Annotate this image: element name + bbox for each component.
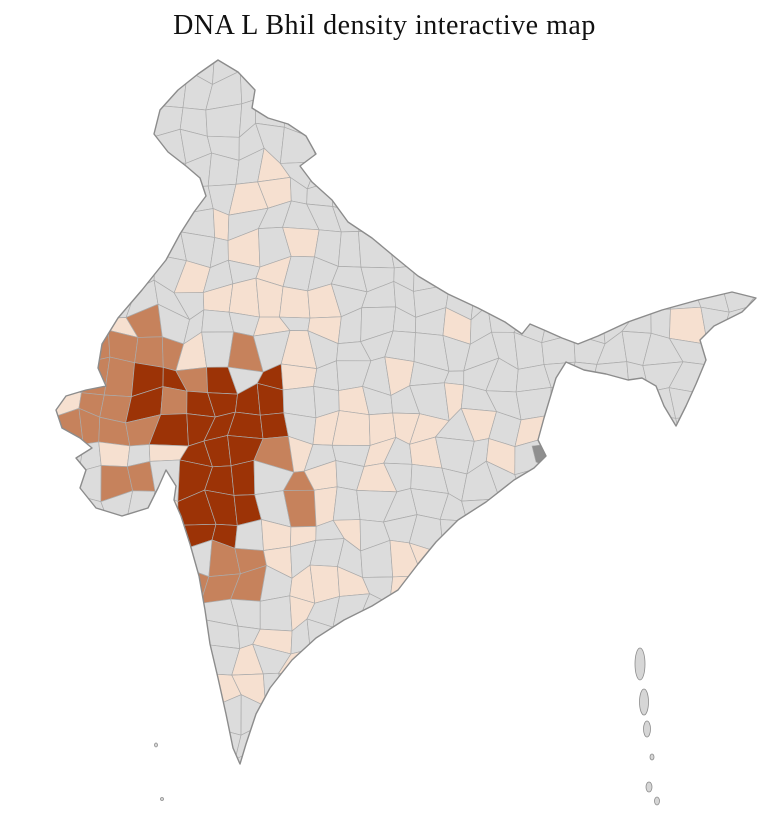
district-cell[interactable] [331,410,371,446]
island[interactable] [649,753,655,761]
district-cell[interactable] [45,407,84,445]
district-cell[interactable] [262,672,284,707]
district-cell[interactable] [306,159,340,190]
district-cell[interactable] [259,595,293,632]
district-cell[interactable] [487,305,529,333]
district-cell[interactable] [566,361,598,394]
district-cell[interactable] [239,70,259,105]
district-cell[interactable] [745,287,769,313]
district-cell[interactable] [279,126,319,164]
island[interactable] [639,688,649,716]
district-cell[interactable] [573,304,606,345]
island[interactable] [654,796,660,806]
district-cell[interactable] [212,694,242,736]
district-cell[interactable] [549,386,573,416]
district-cell[interactable] [228,277,260,318]
district-cell[interactable] [645,288,671,310]
district-cell[interactable] [332,486,361,521]
island[interactable] [643,720,651,738]
island[interactable] [634,647,646,681]
district-cell[interactable] [439,519,475,555]
district-cell[interactable] [279,286,311,319]
district-cell[interactable] [151,70,188,109]
island[interactable] [160,797,164,801]
district-cell[interactable] [98,441,131,467]
district-cell[interactable] [461,498,502,527]
district-cell[interactable] [357,202,396,232]
district-cell[interactable] [201,309,234,333]
district-cell[interactable] [148,160,187,190]
district-cell[interactable] [230,459,256,496]
district-cell[interactable] [621,308,652,334]
district-cell[interactable] [358,231,395,269]
district-cell[interactable] [205,103,243,138]
district-cell[interactable] [337,231,362,268]
district-cell[interactable] [160,386,188,416]
country-outline [55,59,757,765]
district-cell[interactable] [746,307,769,347]
district-cell[interactable] [126,490,156,522]
district-cell[interactable] [177,539,213,578]
district-cell[interactable] [46,363,83,394]
district-cell[interactable] [413,259,451,292]
district-cell[interactable] [278,672,320,701]
district-cell[interactable] [515,386,552,421]
district-cell[interactable] [78,464,102,503]
district-cell[interactable] [103,356,136,397]
district-cells-layer [45,60,769,760]
page-title: DNA L Bhil density interactive map [173,10,596,41]
district-cell[interactable] [675,416,704,447]
district-cell[interactable] [134,336,164,368]
island[interactable] [154,742,158,748]
district-cell[interactable] [280,363,318,391]
island[interactable] [645,781,653,793]
district-cell[interactable] [589,361,631,395]
district-cell[interactable] [259,412,289,440]
